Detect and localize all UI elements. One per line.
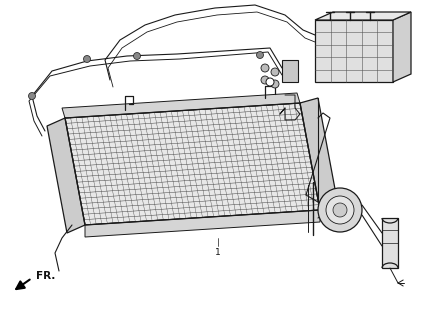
Bar	[382, 218, 398, 268]
Polygon shape	[300, 98, 338, 210]
Circle shape	[83, 55, 90, 62]
Circle shape	[257, 52, 264, 59]
Text: 1: 1	[215, 247, 221, 257]
Polygon shape	[315, 20, 393, 82]
Polygon shape	[85, 210, 320, 237]
Text: FR.: FR.	[36, 271, 55, 281]
Circle shape	[29, 92, 35, 100]
Bar	[282, 60, 298, 82]
Polygon shape	[315, 12, 411, 20]
Circle shape	[326, 196, 354, 224]
Circle shape	[266, 78, 274, 86]
Circle shape	[271, 80, 279, 88]
Circle shape	[133, 52, 140, 60]
Polygon shape	[47, 118, 85, 233]
Polygon shape	[65, 103, 320, 225]
Circle shape	[261, 64, 269, 72]
Polygon shape	[393, 12, 411, 82]
Polygon shape	[62, 93, 300, 118]
Circle shape	[271, 68, 279, 76]
Circle shape	[318, 188, 362, 232]
Circle shape	[333, 203, 347, 217]
Circle shape	[261, 76, 269, 84]
